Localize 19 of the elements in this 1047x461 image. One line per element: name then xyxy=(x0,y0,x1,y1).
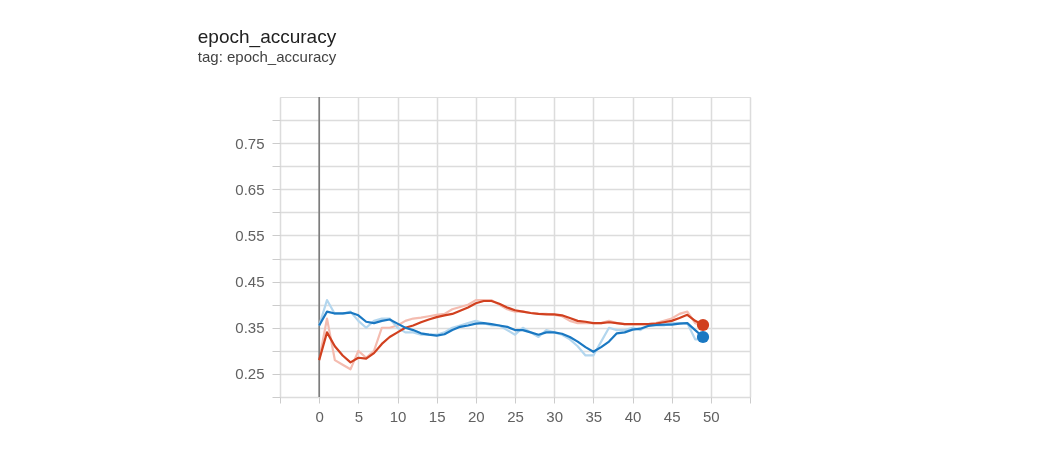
y-tick-label: 0.25 xyxy=(235,365,265,383)
x-tick-label: 0 xyxy=(315,407,324,425)
chart-subtitle: tag: epoch_accuracy xyxy=(197,48,337,66)
y-tick-label: 0.35 xyxy=(235,319,265,337)
x-tick-label: 25 xyxy=(507,407,524,425)
x-tick-label: 10 xyxy=(389,407,407,425)
y-tick-label: 0.55 xyxy=(235,226,265,244)
x-tick-label: 20 xyxy=(467,407,485,425)
chart-title: epoch_accuracy xyxy=(197,26,337,49)
x-tick-label: 50 xyxy=(702,407,720,425)
x-tick-label: 5 xyxy=(354,407,364,425)
x-tick-label: 35 xyxy=(585,407,603,425)
x-tick-label: 30 xyxy=(546,407,564,425)
x-tick-label: 40 xyxy=(624,407,642,425)
x-tick-label: 15 xyxy=(428,407,446,425)
y-tick-label: 0.45 xyxy=(235,273,265,291)
x-tick-label: 45 xyxy=(663,407,681,425)
y-tick-label: 0.65 xyxy=(235,180,265,198)
y-tick-label: 0.75 xyxy=(235,134,265,152)
